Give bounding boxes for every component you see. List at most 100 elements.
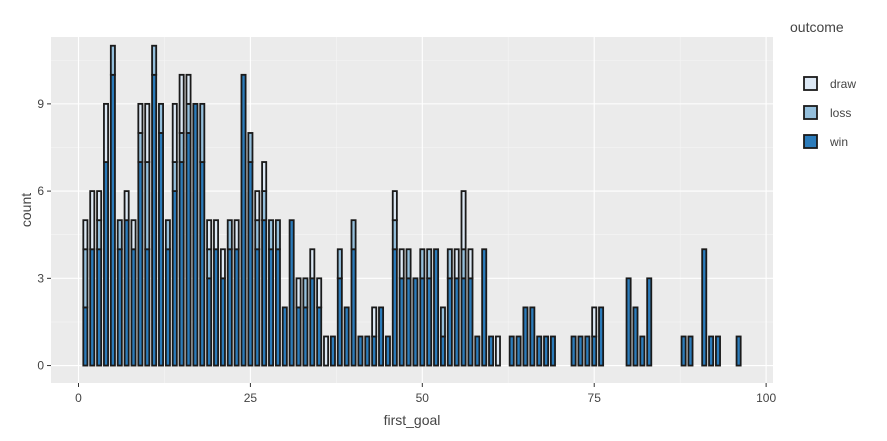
bar-loss [206,248,213,280]
bar-win [178,161,185,367]
bar-loss [116,219,123,251]
bar-draw [89,190,96,251]
x-tick-label: 50 [416,391,430,405]
bar-win [625,277,632,367]
bar-win [103,161,109,367]
bar-draw [82,219,89,251]
x-tick-label: 75 [588,391,602,405]
bar-win [570,335,577,367]
bar-win [701,248,708,367]
bar-win [529,306,536,367]
bar-win [371,335,378,367]
bar-draw [213,219,219,251]
bar-win [577,335,584,367]
bar-win [646,277,653,367]
bar-draw [261,161,268,193]
bar-win [522,306,529,367]
bar-draw [178,73,185,134]
bar-win [453,277,460,367]
x-tick-label: 25 [244,391,258,405]
bar-win [549,335,556,367]
y-tick-label: 3 [37,271,44,285]
bar-win [591,335,598,367]
bar-win [715,335,721,367]
bar-win [515,335,522,367]
bar-win [508,335,515,367]
bar-draw [144,102,151,163]
bar-loss [419,248,426,280]
bar-loss [460,248,467,280]
bar-win [261,219,268,367]
bar-win [364,335,371,367]
bar-win [144,248,151,367]
bar-win [474,335,481,367]
bar-draw [137,102,144,134]
bar-win [357,335,364,367]
legend-title: outcome [790,19,844,35]
bar-win [343,306,350,367]
bar-draw [391,190,398,222]
bar-win [426,277,433,367]
bar-win [116,248,123,367]
bar-loss [350,219,357,251]
bar-draw [103,102,109,163]
bar-win [158,132,164,367]
bar-win [329,335,336,367]
y-tick-label: 6 [37,184,44,198]
bar-win [268,248,275,367]
legend-swatch-loss [803,105,818,120]
bar-loss [336,248,343,280]
bar-draw [460,190,467,251]
bar-win [536,335,543,367]
bar-win [226,248,233,367]
bar-loss [247,132,254,163]
bar-win [412,277,419,367]
legend-label-loss: loss [830,106,851,120]
bar-win [598,306,605,367]
bar-draw [398,248,405,280]
bar-draw [494,335,501,367]
bar-loss [199,102,206,163]
bar-loss [426,248,433,280]
legend-swatch-win [803,134,818,149]
legend-label-win: win [829,135,848,149]
bar-draw [323,335,330,367]
bar-win [130,248,137,367]
bar-win [96,248,103,367]
bar-loss [178,132,185,163]
bar-win [481,248,488,367]
bar-win [391,248,398,367]
bar-win [281,306,288,367]
plot-background [51,37,773,383]
bar-win [247,161,254,367]
bar-loss [274,219,281,251]
bar-win [378,306,385,367]
bar-draw [171,102,178,163]
bar-win [316,306,323,367]
bar-win [439,335,446,367]
bar-win [89,248,96,367]
bar-draw [233,219,240,251]
bar-win [419,277,426,367]
bar-loss [171,161,178,193]
bar-win [164,248,171,367]
bar-loss [391,219,398,251]
bar-loss [302,277,309,309]
bar-draw [371,306,378,338]
bar-loss [254,219,261,251]
bar-win [82,306,89,367]
x-axis-ticks: 0 25 50 75 100 [75,383,776,405]
legend-swatch-draw [803,76,818,91]
bar-win [543,335,550,367]
bar-win [632,306,639,367]
bar-win [488,335,495,367]
bars [82,44,742,367]
bar-loss [109,44,116,76]
legend-label-draw: draw [830,77,856,91]
bar-loss [96,219,103,251]
bar-win [680,335,687,367]
bar-win [708,335,715,367]
bar-loss [439,306,446,338]
bar-draw [254,190,261,222]
